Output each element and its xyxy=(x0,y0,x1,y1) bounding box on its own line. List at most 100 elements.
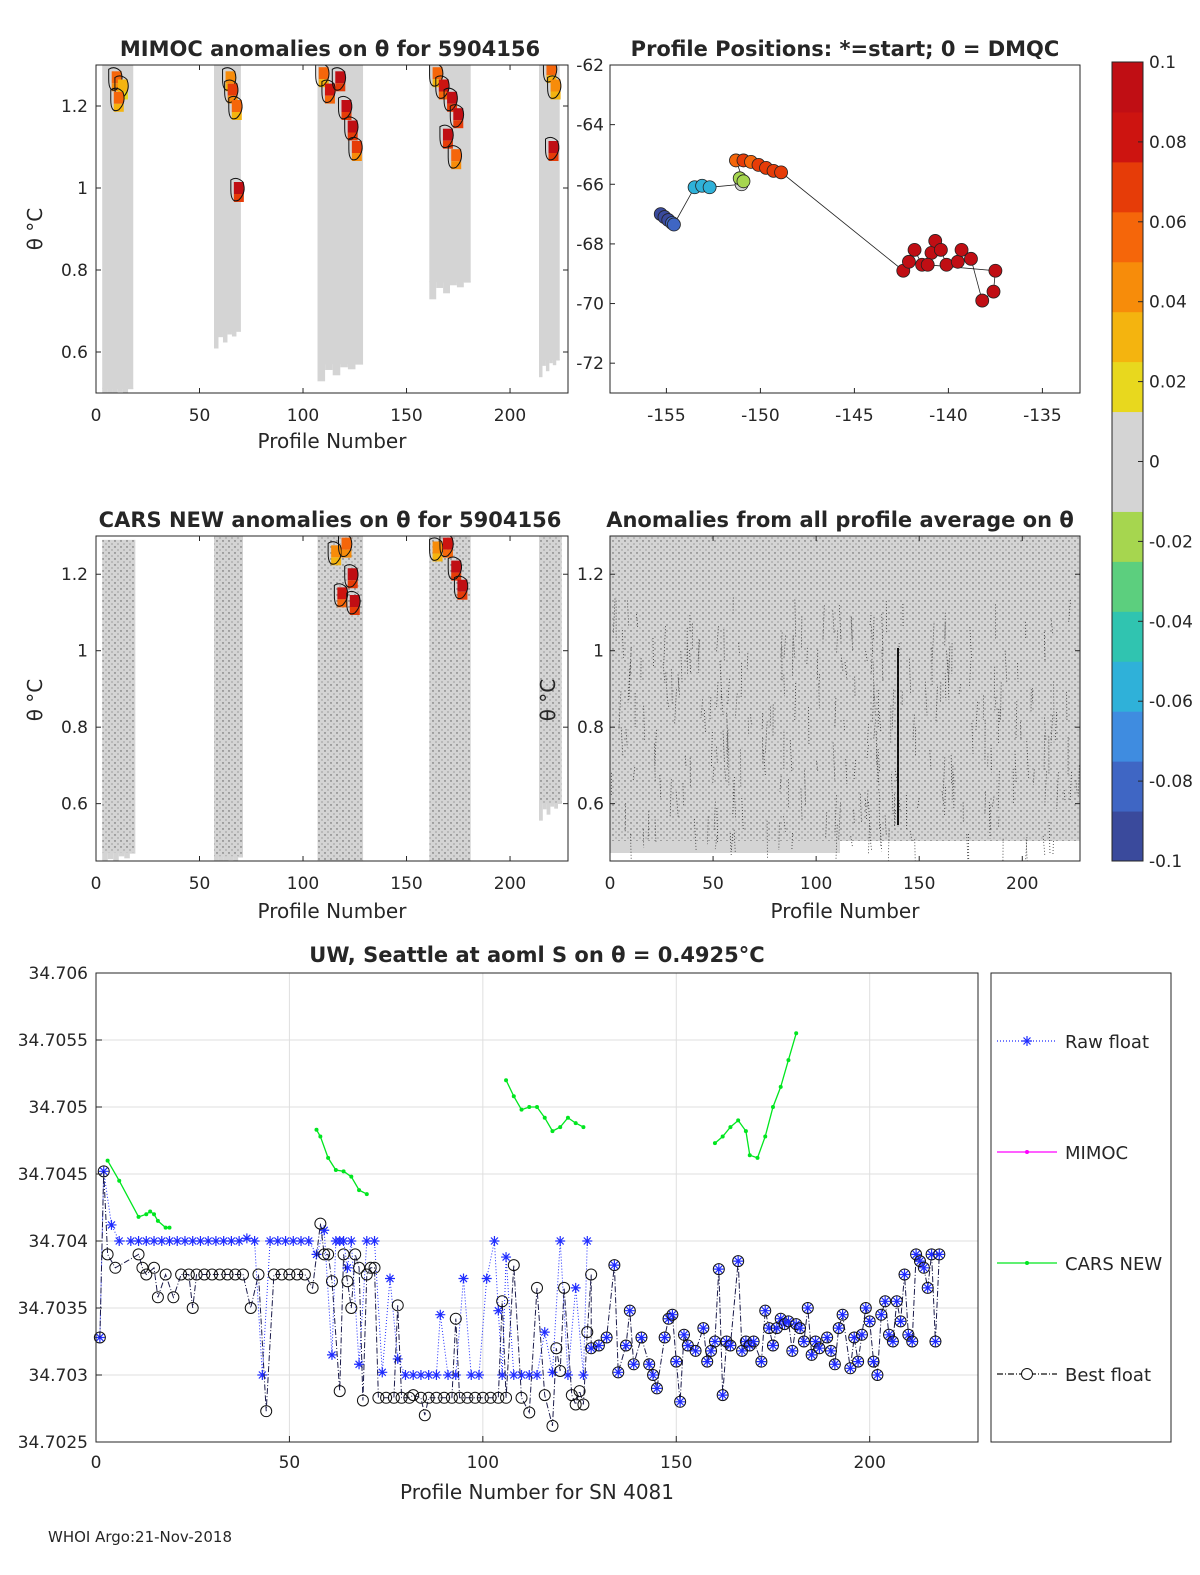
raw-float-point xyxy=(706,1345,717,1356)
raw-float-point xyxy=(106,1219,117,1230)
raw-float-point xyxy=(234,1236,245,1246)
best-float-point xyxy=(910,1248,923,1261)
grey-column-step xyxy=(102,852,108,861)
anomaly-contour xyxy=(628,662,631,700)
raw-float-point xyxy=(845,1363,856,1374)
anomaly-contour xyxy=(991,796,995,809)
raw-float-point xyxy=(748,1336,759,1347)
best-float-point xyxy=(867,1355,880,1368)
best-float-point xyxy=(612,1366,625,1379)
best-float-point xyxy=(712,1263,725,1276)
best-float-point xyxy=(577,1398,590,1411)
anomaly-cell xyxy=(548,141,559,153)
raw-float-point xyxy=(241,1233,252,1244)
anomaly-contour xyxy=(825,812,828,838)
anomaly-contour xyxy=(822,605,825,642)
anomaly-contour xyxy=(794,599,797,639)
best-float-point xyxy=(283,1268,296,1281)
anomaly-contour xyxy=(764,721,768,755)
colorbar-band xyxy=(1112,411,1143,462)
best-float-point xyxy=(921,1281,934,1294)
anomaly-contour xyxy=(545,136,560,161)
anomaly-contour xyxy=(321,79,336,103)
anomaly-contour xyxy=(971,723,974,754)
anomaly-contour xyxy=(943,757,946,791)
colorbar-band xyxy=(1112,761,1143,812)
raw-float-point xyxy=(690,1345,701,1356)
cars-panel: CARS NEW anomalies on θ for 5904156 0 50 1… xyxy=(23,508,569,923)
grey-column xyxy=(539,536,562,804)
raw-float-point xyxy=(280,1236,291,1246)
raw-float-point xyxy=(802,1303,813,1313)
grey-column-step xyxy=(236,330,241,332)
cars-point xyxy=(155,1218,160,1223)
grey-column-step xyxy=(222,330,228,343)
best-float-point xyxy=(93,1331,106,1344)
raw-float-point xyxy=(764,1323,775,1334)
best-float-point xyxy=(933,1248,946,1261)
anomaly-cell xyxy=(233,194,244,202)
raw-float-point xyxy=(354,1359,365,1370)
best-float-point xyxy=(109,1261,122,1274)
best-float-point xyxy=(743,1339,756,1352)
best-float-point xyxy=(360,1268,373,1281)
anomaly-cell xyxy=(442,549,453,558)
raw-float-point xyxy=(926,1249,937,1260)
anomaly-contour xyxy=(653,743,656,783)
grey-column-step xyxy=(228,856,234,861)
best-float-point xyxy=(821,1331,834,1344)
anomaly-contour xyxy=(834,698,837,729)
grey-column-step xyxy=(429,281,437,300)
best-float-point xyxy=(778,1318,791,1331)
best-float-point xyxy=(132,1248,145,1261)
x-tick-label: 50 xyxy=(702,874,724,894)
x-tick-label: 100 xyxy=(800,874,832,894)
y-tick-label: 34.7045 xyxy=(18,1165,88,1185)
anomaly-contour xyxy=(1069,771,1072,802)
colorbar-band xyxy=(1112,161,1143,213)
raw-float-point xyxy=(524,1370,535,1380)
best-float-point xyxy=(836,1308,849,1321)
cars-point xyxy=(527,1105,532,1109)
anomaly-contour xyxy=(733,829,736,854)
cars-point xyxy=(770,1105,775,1109)
y-tick-label: -62 xyxy=(576,56,604,76)
mimoc-axes xyxy=(95,64,569,394)
best-float-point xyxy=(913,1255,926,1268)
anomaly-contour xyxy=(625,729,628,748)
best-float-point xyxy=(333,1385,346,1398)
anoms-panel: Anomalies from all profile average on θ … xyxy=(536,508,1081,923)
raw-float-point xyxy=(930,1336,941,1347)
raw-float-point xyxy=(385,1273,395,1284)
best-float-point xyxy=(469,1391,482,1404)
anomaly-contour xyxy=(874,696,876,718)
anomaly-cell xyxy=(233,182,244,194)
y-tick-label: 0.6 xyxy=(61,795,88,815)
cars-point xyxy=(511,1094,516,1099)
best-float-point xyxy=(852,1355,865,1368)
anomaly-contour xyxy=(443,87,458,112)
best-float-point xyxy=(759,1304,772,1317)
anoms-xlabel: Profile Number xyxy=(771,899,921,923)
y-tick-label: 1.2 xyxy=(577,565,604,585)
colorbar-band xyxy=(1112,611,1143,662)
raw-float-point xyxy=(648,1370,659,1380)
anomaly-contour xyxy=(836,630,839,655)
grey-column-step xyxy=(129,852,136,854)
grey-column-step xyxy=(463,281,471,283)
best-float-point xyxy=(244,1302,257,1314)
anomaly-cell xyxy=(231,112,242,120)
best-float-point xyxy=(298,1268,311,1281)
anomaly-contour xyxy=(872,617,875,641)
positions-panel: Profile Positions: *=start; 0 = DMQC -15… xyxy=(576,37,1081,426)
raw-float-point xyxy=(779,1319,790,1330)
anomaly-cell xyxy=(347,120,358,133)
grey-column-step xyxy=(443,281,450,294)
best-float-point xyxy=(453,1391,466,1404)
y-tick-label: -64 xyxy=(576,116,604,136)
raw-float-point xyxy=(539,1327,550,1338)
raw-float-point xyxy=(624,1305,635,1316)
best-float-point xyxy=(407,1389,420,1402)
grey-column xyxy=(539,65,560,361)
raw-float-point xyxy=(249,1236,260,1246)
